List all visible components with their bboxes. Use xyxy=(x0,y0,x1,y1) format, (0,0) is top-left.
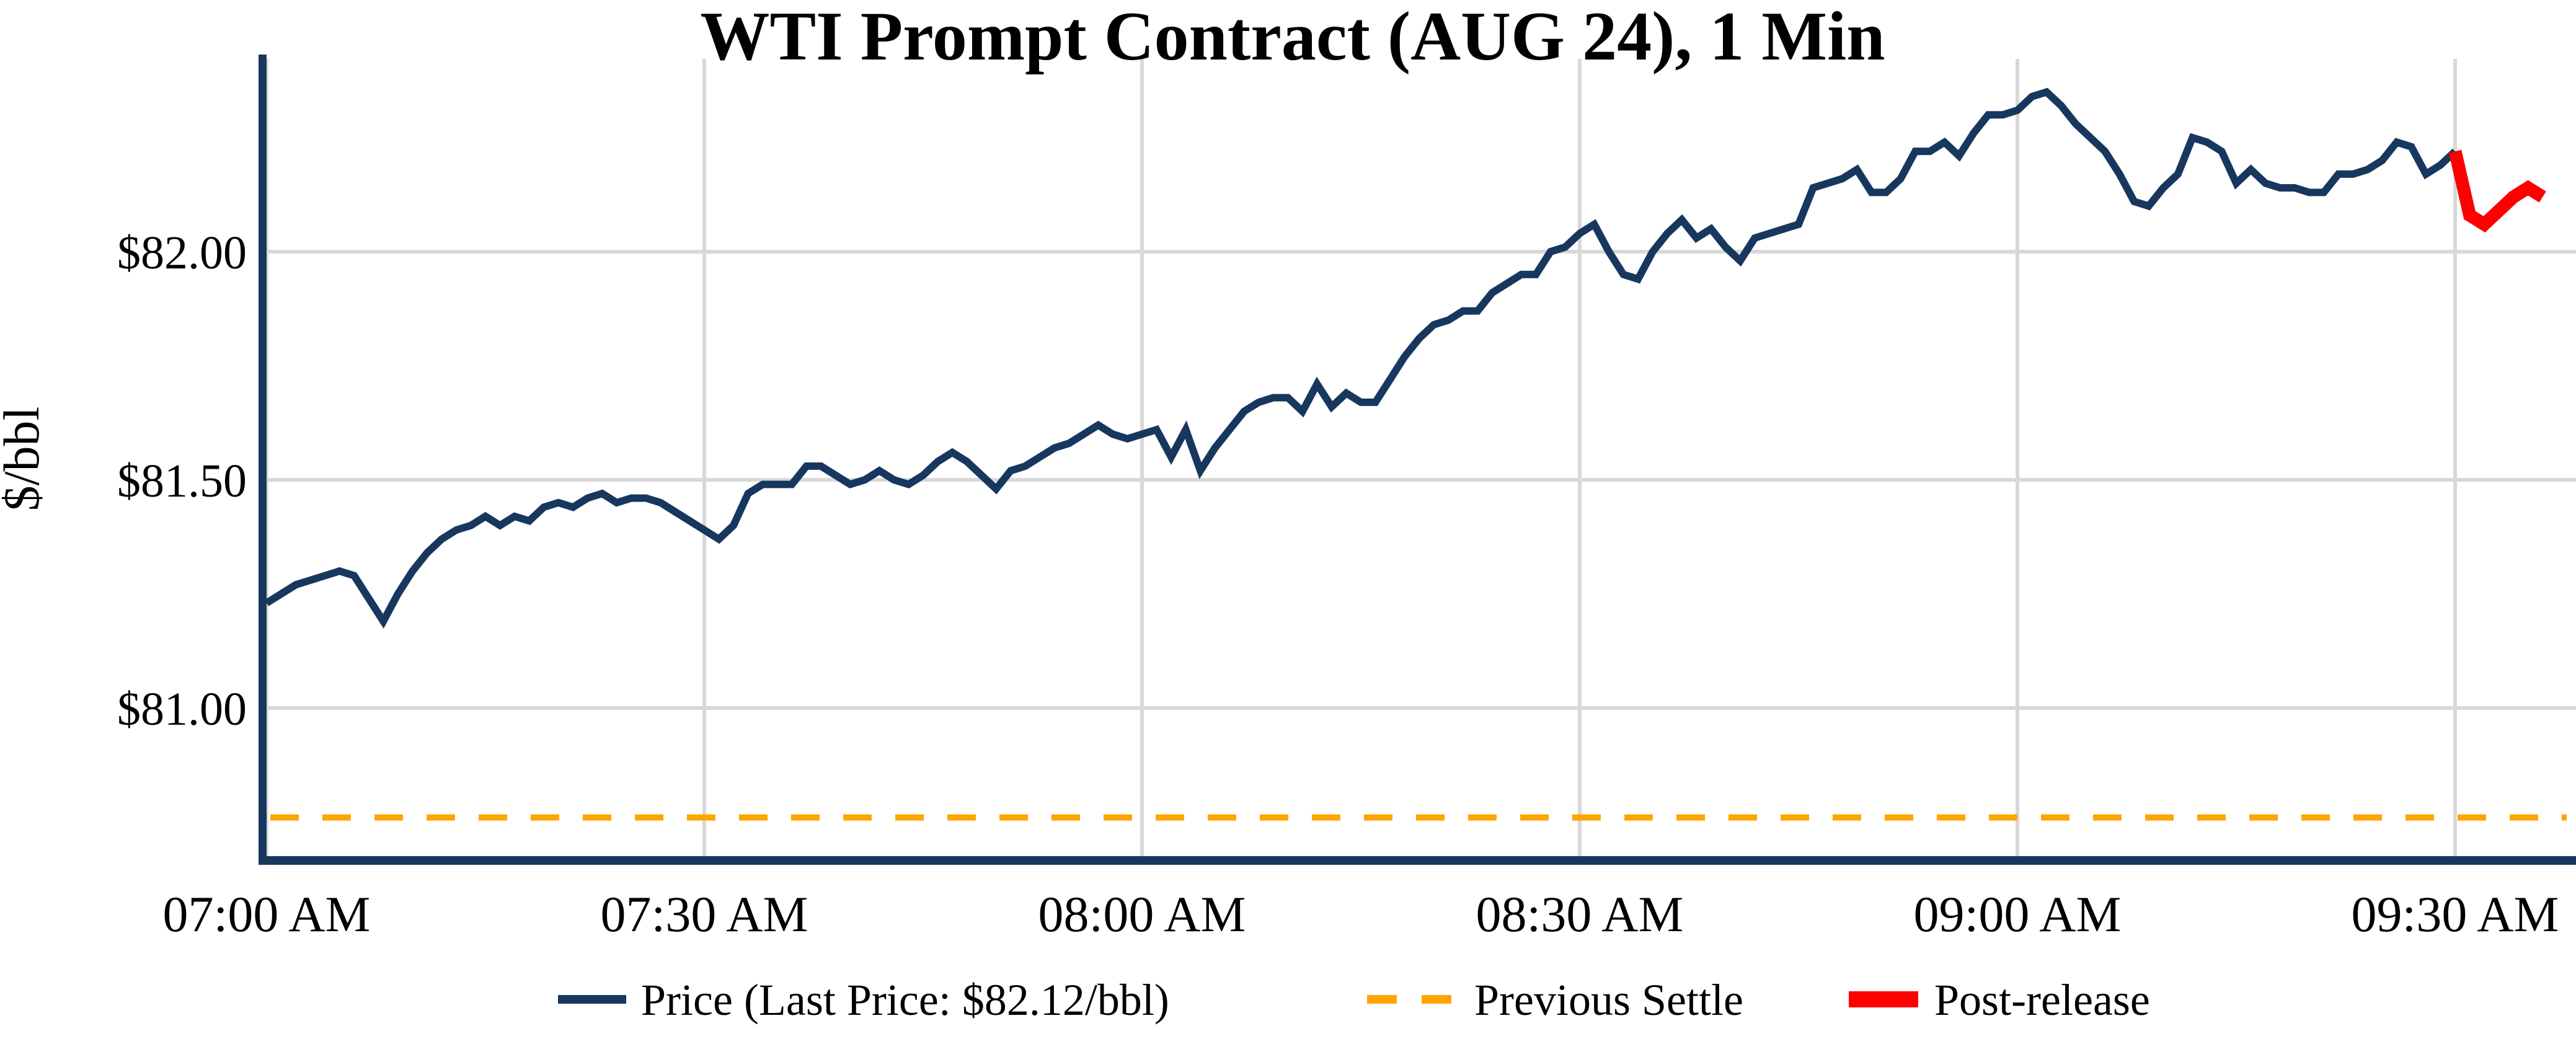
legend-settle-label: Previous Settle xyxy=(1474,975,1743,1025)
x-tick-label: 09:30 AM xyxy=(2352,886,2559,942)
x-tick-label: 08:00 AM xyxy=(1038,886,1246,942)
legend-post-label: Post-release xyxy=(1934,975,2150,1025)
x-axis-spine xyxy=(259,856,2576,865)
y-tick-labels: $82.00 $81.50 $81.00 xyxy=(117,227,247,735)
y-tick-label: $81.50 xyxy=(117,455,247,507)
x-tick-label: 09:00 AM xyxy=(1914,886,2122,942)
y-tick-label: $82.00 xyxy=(117,227,247,279)
y-axis-spine xyxy=(259,55,267,864)
x-tick-label: 07:00 AM xyxy=(163,886,371,942)
x-tick-labels: 07:00 AM 07:30 AM 08:00 AM 08:30 AM 09:00 AM… xyxy=(163,886,2559,942)
x-tick-label: 08:30 AM xyxy=(1476,886,1684,942)
legend: Price (Last Price: $82.12/bbl) Previous … xyxy=(558,975,2150,1025)
legend-price-label: Price (Last Price: $82.12/bbl) xyxy=(641,975,1169,1025)
y-tick-label: $81.00 xyxy=(117,683,247,735)
price-line xyxy=(264,87,2458,629)
post-release-line xyxy=(2448,149,2546,233)
chart-title: WTI Prompt Contract (AUG 24), 1 Min xyxy=(700,0,1885,75)
y-axis-label: $/bbl xyxy=(0,407,50,511)
gridlines xyxy=(262,59,2576,857)
x-tick-label: 07:30 AM xyxy=(601,886,808,942)
